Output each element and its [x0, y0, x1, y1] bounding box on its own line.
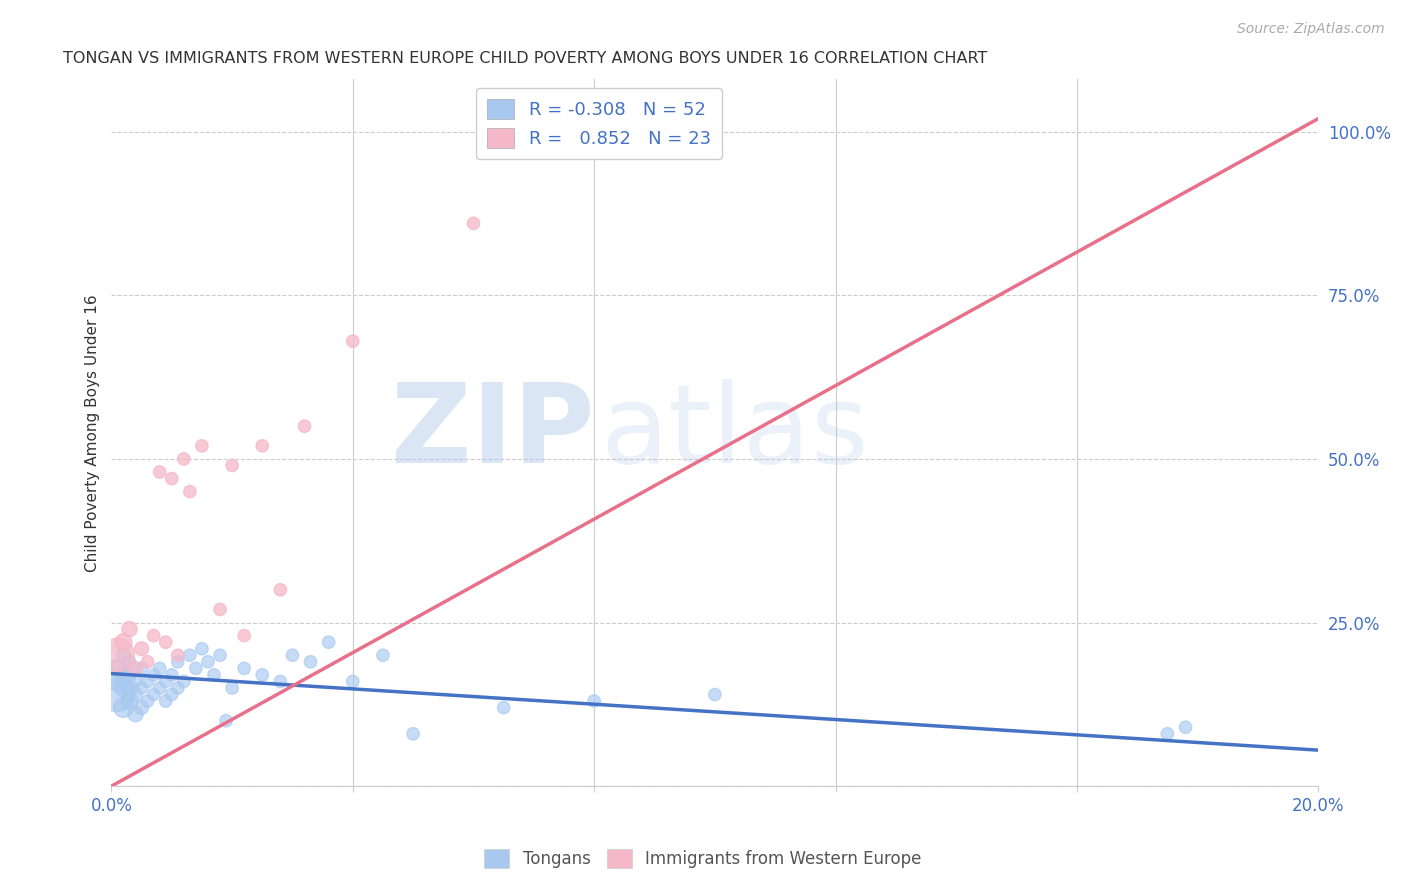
Point — [118, 694, 141, 708]
Point — [118, 668, 141, 682]
Point — [131, 641, 153, 656]
Point — [149, 681, 172, 695]
Point — [221, 681, 243, 695]
Y-axis label: Child Poverty Among Boys Under 16: Child Poverty Among Boys Under 16 — [86, 294, 100, 572]
Point — [492, 700, 515, 714]
Point — [142, 688, 165, 702]
Point — [299, 655, 322, 669]
Point — [221, 458, 243, 473]
Point — [107, 661, 129, 675]
Point — [342, 674, 364, 689]
Point — [118, 681, 141, 695]
Point — [233, 661, 256, 675]
Point — [294, 419, 316, 434]
Point — [173, 451, 195, 466]
Point — [1156, 727, 1178, 741]
Point — [118, 655, 141, 669]
Point — [166, 681, 188, 695]
Point — [107, 674, 129, 689]
Point — [136, 694, 159, 708]
Point — [281, 648, 304, 663]
Text: Source: ZipAtlas.com: Source: ZipAtlas.com — [1237, 22, 1385, 37]
Legend: Tongans, Immigrants from Western Europe: Tongans, Immigrants from Western Europe — [478, 843, 928, 875]
Point — [142, 668, 165, 682]
Point — [318, 635, 340, 649]
Point — [160, 688, 183, 702]
Text: TONGAN VS IMMIGRANTS FROM WESTERN EUROPE CHILD POVERTY AMONG BOYS UNDER 16 CORRE: TONGAN VS IMMIGRANTS FROM WESTERN EUROPE… — [63, 51, 987, 66]
Point — [191, 641, 214, 656]
Point — [269, 674, 291, 689]
Point — [166, 648, 188, 663]
Point — [215, 714, 238, 728]
Point — [112, 648, 135, 663]
Point — [112, 668, 135, 682]
Point — [252, 439, 274, 453]
Point — [208, 648, 231, 663]
Point — [402, 727, 425, 741]
Point — [107, 648, 129, 663]
Point — [583, 694, 606, 708]
Point — [124, 674, 146, 689]
Point — [149, 661, 172, 675]
Point — [342, 334, 364, 348]
Point — [155, 635, 177, 649]
Point — [583, 125, 606, 139]
Point — [703, 688, 725, 702]
Point — [107, 688, 129, 702]
Point — [179, 484, 201, 499]
Text: ZIP: ZIP — [391, 379, 595, 486]
Legend: R = -0.308   N = 52, R =   0.852   N = 23: R = -0.308 N = 52, R = 0.852 N = 23 — [477, 88, 721, 159]
Point — [131, 661, 153, 675]
Point — [202, 668, 225, 682]
Point — [124, 661, 146, 675]
Point — [166, 655, 188, 669]
Point — [142, 629, 165, 643]
Point — [184, 661, 207, 675]
Point — [173, 674, 195, 689]
Point — [371, 648, 394, 663]
Point — [124, 707, 146, 722]
Point — [118, 622, 141, 636]
Point — [160, 471, 183, 485]
Point — [208, 602, 231, 616]
Point — [463, 216, 485, 230]
Point — [112, 681, 135, 695]
Point — [179, 648, 201, 663]
Point — [191, 439, 214, 453]
Point — [131, 681, 153, 695]
Point — [149, 465, 172, 479]
Point — [155, 674, 177, 689]
Point — [252, 668, 274, 682]
Point — [160, 668, 183, 682]
Point — [197, 655, 219, 669]
Point — [233, 629, 256, 643]
Point — [136, 655, 159, 669]
Point — [1174, 720, 1197, 734]
Point — [269, 582, 291, 597]
Point — [136, 674, 159, 689]
Point — [112, 700, 135, 714]
Point — [131, 700, 153, 714]
Point — [112, 635, 135, 649]
Text: atlas: atlas — [600, 379, 869, 486]
Point — [124, 688, 146, 702]
Point — [155, 694, 177, 708]
